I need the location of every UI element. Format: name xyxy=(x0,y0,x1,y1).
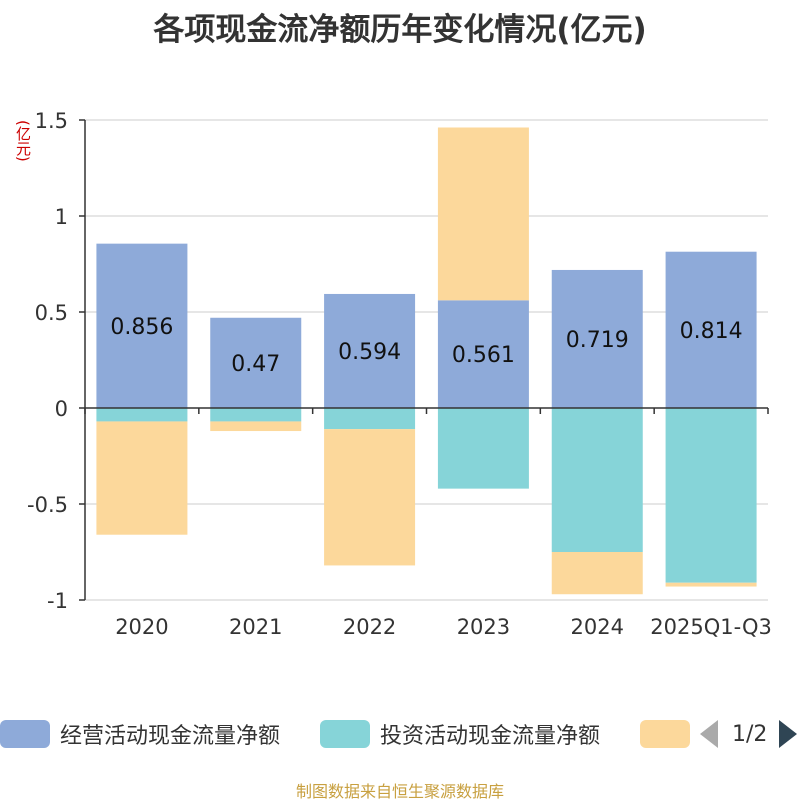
y-tick-label: -0.5 xyxy=(27,493,68,517)
chart-title: 各项现金流净额历年变化情况(亿元) xyxy=(153,12,647,48)
legend-label-investing: 投资活动现金流量净额 xyxy=(380,724,601,749)
legend-swatch-third xyxy=(640,720,690,748)
bar-series1-2020 xyxy=(96,243,188,408)
bar-series3-2021 xyxy=(210,421,302,432)
x-tick-label: 2025Q1-Q3 xyxy=(650,615,772,639)
legend-swatch-operating xyxy=(0,720,50,748)
x-tick-label: 2023 xyxy=(457,615,510,639)
legend-swatch-investing xyxy=(320,720,370,748)
x-tick-label: 2022 xyxy=(343,615,396,639)
legend-pager: 1/2 xyxy=(700,716,800,752)
bar-series2-2025Q1-Q3 xyxy=(665,408,757,583)
bar-series3-2025Q1-Q3 xyxy=(665,582,757,587)
data-source-note: 制图数据来自恒生聚源数据库 xyxy=(295,782,504,801)
bar-series1-2022 xyxy=(324,293,416,408)
legend-prev-page-icon[interactable] xyxy=(700,720,718,748)
data-label: 0.856 xyxy=(110,315,173,340)
data-label: 0.561 xyxy=(452,343,515,368)
y-tick-label: 1 xyxy=(55,205,68,229)
data-label: 0.814 xyxy=(680,319,743,344)
data-label: 0.719 xyxy=(566,328,629,353)
bar-chart: 1.5 1 0.5 0 -0.5 -1 0.856 2020 0.47 2021 0.594 2022… xyxy=(27,109,772,639)
bar-series2-2020 xyxy=(96,408,188,422)
bar-series3-2024 xyxy=(551,552,643,595)
bar-series1-2023 xyxy=(437,300,529,408)
data-label: 0.594 xyxy=(338,340,401,365)
y-tick-label: 0 xyxy=(55,397,68,421)
bar-series1-2025Q1-Q3 xyxy=(665,251,757,408)
bar-series1-2021 xyxy=(210,317,302,408)
bar-series2-2022 xyxy=(324,408,416,430)
y-axis-unit-label: (亿元) xyxy=(14,120,32,162)
x-tick-label: 2024 xyxy=(571,615,624,639)
legend-item-third[interactable] xyxy=(640,716,690,752)
data-label: 0.47 xyxy=(231,352,280,377)
bar-series3-2020 xyxy=(96,421,188,535)
y-tick-label: 0.5 xyxy=(35,301,68,325)
bar-series3-2023 xyxy=(437,127,529,301)
bar-series1-2024 xyxy=(551,269,643,408)
x-tick-label: 2021 xyxy=(229,615,282,639)
y-tick-label: -1 xyxy=(47,589,68,613)
bar-series3-2022 xyxy=(324,429,416,566)
legend-label-operating: 经营活动现金流量净额 xyxy=(60,724,281,749)
y-tick-label: 1.5 xyxy=(35,109,68,133)
bar-series2-2021 xyxy=(210,408,302,422)
bar-series2-2024 xyxy=(551,408,643,552)
legend-page-indicator: 1/2 xyxy=(732,721,768,747)
legend-item-operating[interactable]: 经营活动现金流量净额 xyxy=(0,716,280,752)
legend-item-investing[interactable]: 投资活动现金流量净额 xyxy=(320,716,600,752)
x-tick-label: 2020 xyxy=(115,615,168,639)
legend: 经营活动现金流量净额 投资活动现金流量净额 1/2 xyxy=(0,716,800,752)
legend-next-page-icon[interactable] xyxy=(779,720,798,748)
bar-series2-2023 xyxy=(437,408,529,489)
